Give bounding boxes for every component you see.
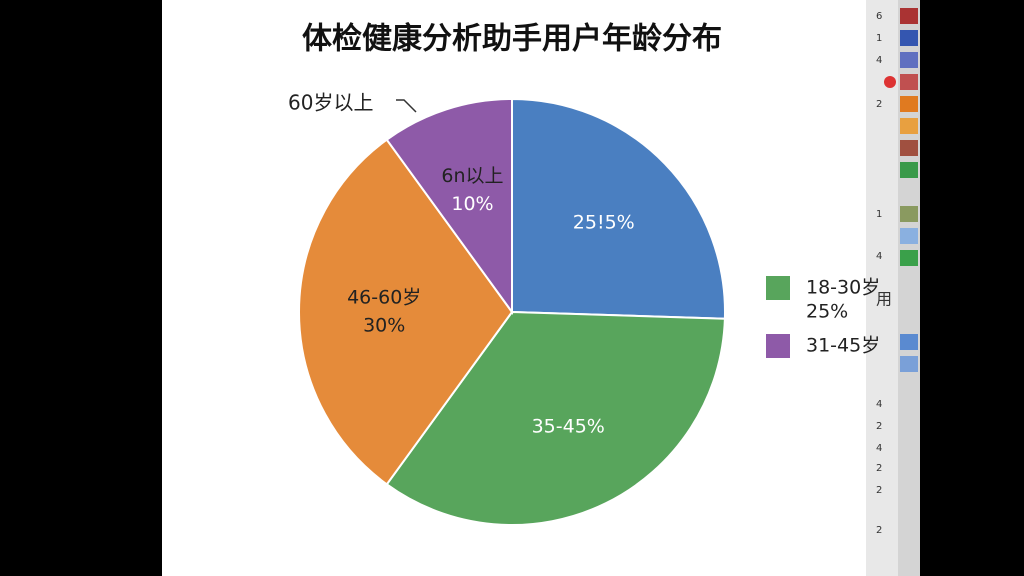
pie-slice [511, 97, 726, 320]
data-label: 35-45% [532, 415, 605, 437]
sidebar-label: 6 [876, 11, 882, 22]
chart-title: 体检健康分析助手用户年龄分布 [302, 22, 722, 57]
sidebar-label: 1 [876, 209, 882, 220]
annotation-pointer [396, 99, 417, 113]
sidebar-label: 用 [876, 290, 892, 309]
legend-label: 18-30岁 [806, 277, 880, 299]
annotation: 60岁以上 [288, 91, 373, 115]
sidebar-label: 4 [876, 443, 882, 454]
pie-slice [385, 310, 726, 526]
sidebar-label: 1 [876, 33, 882, 44]
legend-swatch [766, 276, 790, 300]
sidebar-label: 2 [876, 485, 882, 496]
data-label: 25!5% [573, 212, 635, 234]
sidebar-labels: 6 1 4 2 1 4 用 4 2 4 2 2 2 [876, 11, 892, 536]
legend-sublabel: 25% [806, 301, 848, 323]
sidebar-label: 4 [876, 251, 882, 262]
slice-name: 6n以上 [441, 165, 503, 187]
sidebar-label: 2 [876, 525, 882, 536]
sidebar-label: 2 [876, 463, 882, 474]
sidebar-label: 2 [876, 99, 882, 110]
data-label: 10% [451, 193, 493, 215]
sidebar-label: 2 [876, 421, 882, 432]
pie-slice [385, 97, 513, 316]
legend-label: 31-45岁 [806, 335, 880, 357]
sidebar-label: 4 [876, 55, 882, 66]
tool-icons [884, 8, 918, 372]
pie-slice [298, 138, 514, 486]
slice-name: 46-60岁 [347, 287, 421, 309]
sidebar-label: 4 [876, 399, 882, 410]
legend-swatch [766, 334, 790, 358]
data-label: 30% [363, 315, 405, 337]
pie: 25!5% 35-45% 46-60岁 30% 6n以上 10% [298, 97, 726, 526]
